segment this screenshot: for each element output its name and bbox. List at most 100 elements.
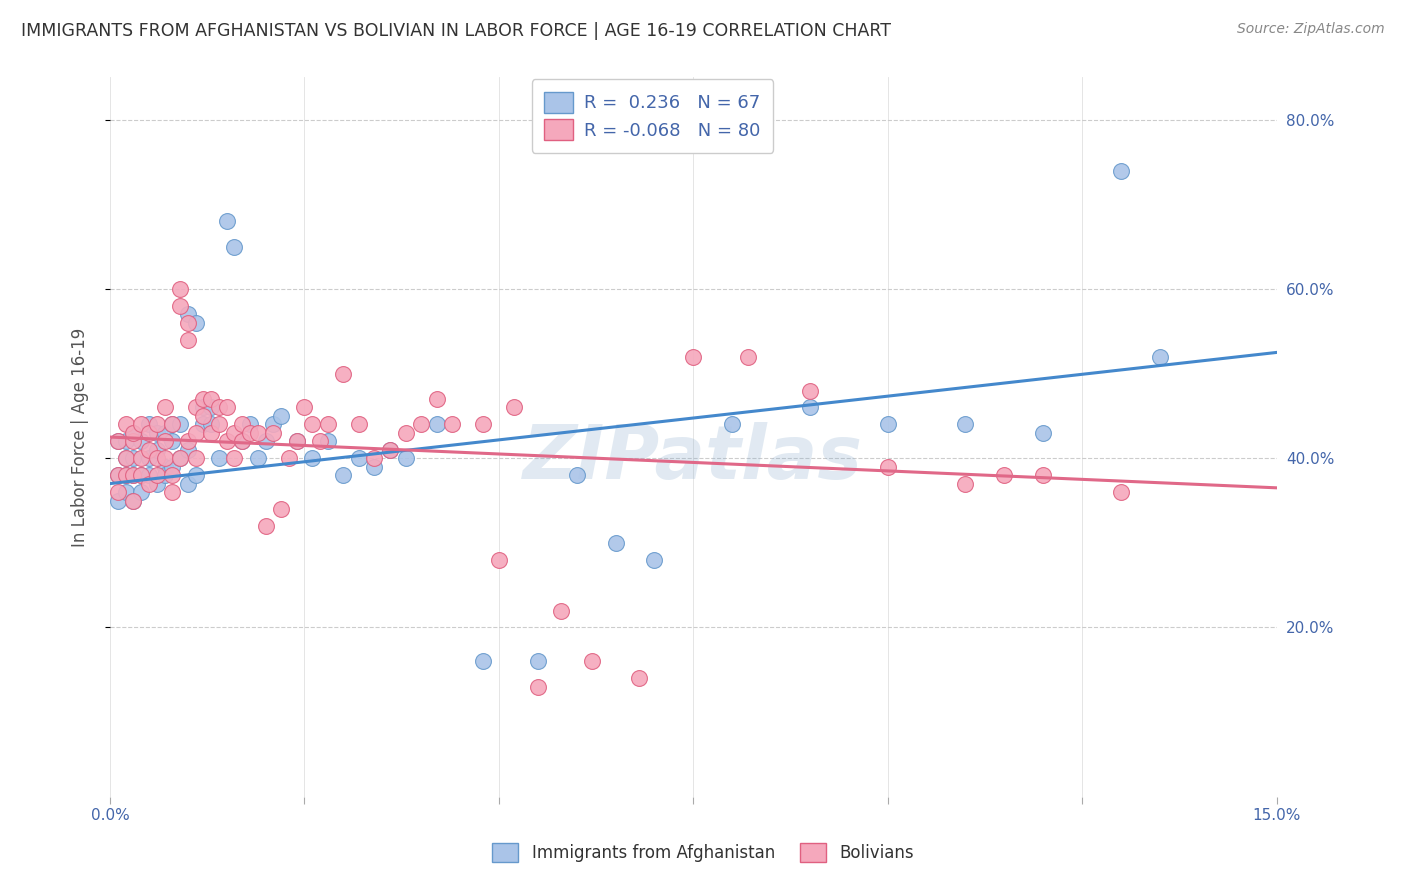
Point bbox=[347, 417, 370, 432]
Point bbox=[262, 417, 284, 432]
Point bbox=[138, 417, 160, 432]
Point bbox=[285, 434, 308, 449]
Point bbox=[262, 425, 284, 440]
Point bbox=[177, 434, 200, 449]
Point bbox=[363, 451, 385, 466]
Point bbox=[184, 451, 207, 466]
Point bbox=[162, 468, 184, 483]
Point bbox=[682, 350, 704, 364]
Point bbox=[193, 417, 215, 432]
Point bbox=[145, 425, 167, 440]
Point bbox=[107, 434, 129, 449]
Point bbox=[294, 401, 316, 415]
Point bbox=[224, 240, 246, 254]
Point bbox=[215, 214, 238, 228]
Point bbox=[316, 434, 339, 449]
Point bbox=[411, 417, 433, 432]
Point bbox=[363, 459, 385, 474]
Point bbox=[122, 493, 145, 508]
Point bbox=[138, 442, 160, 457]
Point bbox=[472, 417, 495, 432]
Point bbox=[231, 417, 253, 432]
Point bbox=[277, 451, 299, 466]
Point bbox=[605, 536, 627, 550]
Point bbox=[441, 417, 464, 432]
Point bbox=[550, 603, 572, 617]
Point bbox=[503, 401, 526, 415]
Point bbox=[1149, 350, 1171, 364]
Point bbox=[799, 384, 821, 398]
Point bbox=[122, 468, 145, 483]
Point bbox=[145, 468, 167, 483]
Point bbox=[107, 493, 129, 508]
Point bbox=[138, 476, 160, 491]
Point bbox=[200, 392, 222, 406]
Point bbox=[254, 519, 277, 533]
Point bbox=[153, 459, 176, 474]
Point bbox=[107, 485, 129, 500]
Point bbox=[737, 350, 759, 364]
Point bbox=[231, 434, 253, 449]
Point bbox=[153, 425, 176, 440]
Point bbox=[114, 434, 136, 449]
Point bbox=[129, 434, 152, 449]
Point bbox=[107, 434, 129, 449]
Point bbox=[426, 392, 449, 406]
Point bbox=[177, 333, 200, 347]
Point bbox=[472, 654, 495, 668]
Point bbox=[122, 468, 145, 483]
Point bbox=[122, 451, 145, 466]
Point bbox=[332, 367, 354, 381]
Point bbox=[488, 553, 510, 567]
Point bbox=[184, 401, 207, 415]
Point bbox=[107, 468, 129, 483]
Point bbox=[246, 425, 269, 440]
Point bbox=[378, 442, 401, 457]
Point bbox=[200, 417, 222, 432]
Point bbox=[177, 442, 200, 457]
Point bbox=[285, 434, 308, 449]
Text: Source: ZipAtlas.com: Source: ZipAtlas.com bbox=[1237, 22, 1385, 37]
Point bbox=[876, 459, 898, 474]
Point bbox=[332, 468, 354, 483]
Point bbox=[138, 451, 160, 466]
Point bbox=[138, 468, 160, 483]
Point bbox=[526, 680, 548, 694]
Point bbox=[114, 468, 136, 483]
Point bbox=[169, 451, 191, 466]
Point bbox=[955, 417, 977, 432]
Point bbox=[231, 434, 253, 449]
Point bbox=[129, 468, 152, 483]
Point bbox=[721, 417, 744, 432]
Point bbox=[122, 425, 145, 440]
Point bbox=[177, 307, 200, 321]
Point bbox=[193, 409, 215, 423]
Point bbox=[208, 451, 231, 466]
Point bbox=[394, 425, 416, 440]
Point bbox=[162, 485, 184, 500]
Point bbox=[394, 451, 416, 466]
Point bbox=[200, 425, 222, 440]
Point bbox=[301, 417, 323, 432]
Point bbox=[193, 392, 215, 406]
Point bbox=[378, 442, 401, 457]
Point bbox=[426, 417, 449, 432]
Point bbox=[169, 282, 191, 296]
Point bbox=[1032, 468, 1054, 483]
Point bbox=[1109, 163, 1132, 178]
Text: IMMIGRANTS FROM AFGHANISTAN VS BOLIVIAN IN LABOR FORCE | AGE 16-19 CORRELATION C: IMMIGRANTS FROM AFGHANISTAN VS BOLIVIAN … bbox=[21, 22, 891, 40]
Point bbox=[526, 654, 548, 668]
Y-axis label: In Labor Force | Age 16-19: In Labor Force | Age 16-19 bbox=[72, 327, 89, 547]
Point bbox=[254, 434, 277, 449]
Point bbox=[177, 476, 200, 491]
Point bbox=[169, 417, 191, 432]
Point bbox=[145, 451, 167, 466]
Point bbox=[129, 417, 152, 432]
Point bbox=[114, 451, 136, 466]
Legend: Immigrants from Afghanistan, Bolivians: Immigrants from Afghanistan, Bolivians bbox=[484, 834, 922, 871]
Point bbox=[138, 425, 160, 440]
Point bbox=[627, 671, 650, 685]
Text: ZIPatlas: ZIPatlas bbox=[523, 422, 863, 495]
Point bbox=[122, 425, 145, 440]
Point bbox=[1109, 485, 1132, 500]
